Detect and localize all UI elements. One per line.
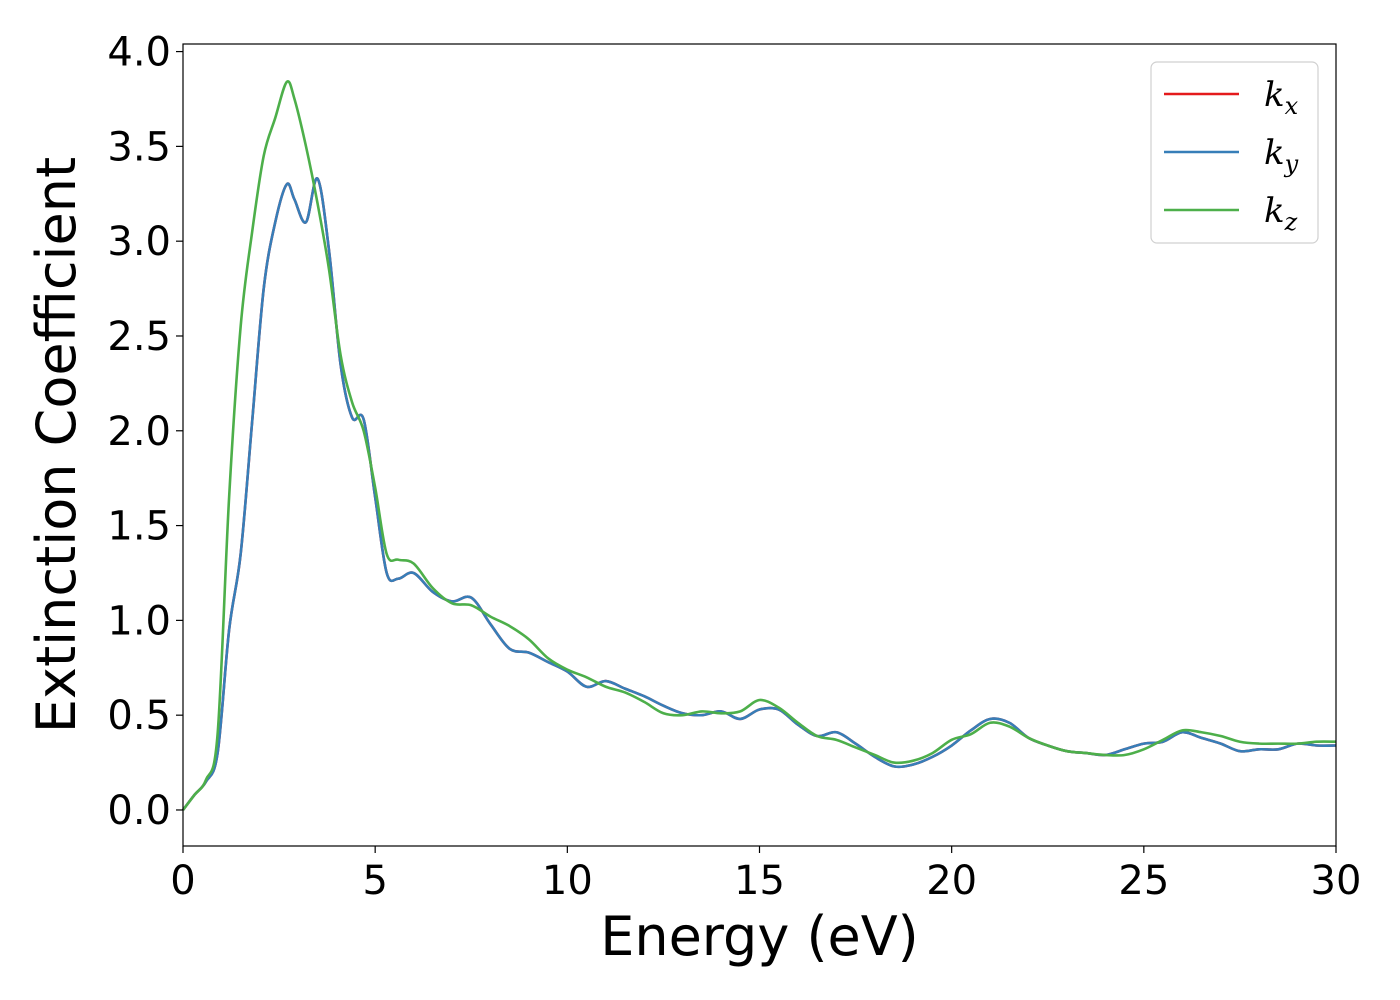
- y-tick-label: 2.0: [107, 409, 171, 455]
- legend: kx ky kz: [1150, 61, 1319, 244]
- series-line-kz: [181, 80, 1337, 811]
- y-tick-label: 3.0: [107, 219, 171, 265]
- y-tick-label: 4.0: [107, 30, 171, 76]
- y-tick-label: 2.5: [107, 314, 171, 360]
- x-axis-title: Energy (eV): [600, 905, 919, 968]
- legend-label: ky: [1264, 133, 1299, 178]
- y-tick-label: 1.0: [107, 598, 171, 644]
- y-axis-title: Extinction Coefficient: [25, 157, 88, 733]
- x-tick-label: 20: [926, 858, 977, 904]
- x-tick-label: 10: [542, 858, 593, 904]
- x-tick-label: 5: [362, 858, 387, 904]
- legend-label: kx: [1264, 75, 1299, 120]
- x-axis-ticks: 0 5 10 15 20 25 30: [170, 846, 1361, 904]
- x-tick-label: 15: [734, 858, 785, 904]
- y-tick-label: 0.5: [107, 693, 171, 739]
- y-tick-label: 0.0: [107, 788, 171, 834]
- series-line-kx: [181, 177, 1337, 811]
- series-line-ky: [181, 177, 1337, 811]
- x-tick-label: 25: [1118, 858, 1169, 904]
- y-axis-ticks: 0.0 0.5 1.0 1.5 2.0 2.5 3.0 3.5 4.0: [107, 30, 183, 834]
- y-tick-label: 1.5: [107, 504, 171, 550]
- x-tick-label: 0: [170, 858, 195, 904]
- y-tick-label: 3.5: [107, 124, 171, 170]
- series-lines: [181, 80, 1337, 811]
- x-tick-label: 30: [1311, 858, 1362, 904]
- legend-label: kz: [1264, 191, 1298, 236]
